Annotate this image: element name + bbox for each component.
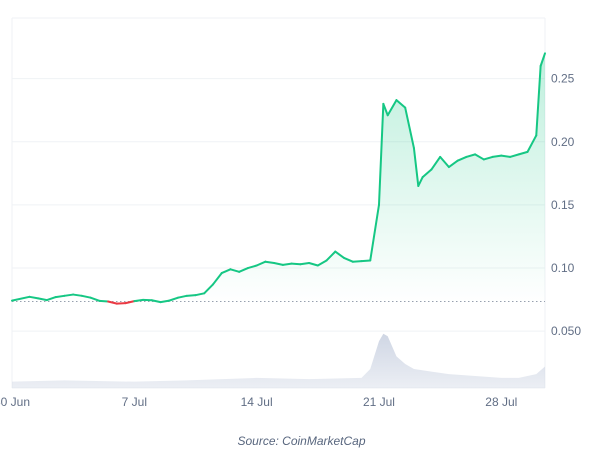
chart-svg: 0.25 0.20 0.15 0.10 0.050 30 Jun 7 Jul 14 Jul 21… [0,17,581,409]
y-tick-label: 0.050 [551,324,581,338]
price-line-segment [255,260,267,267]
price-line-segment [474,153,485,161]
price-line-segment [168,296,180,302]
price-line-segment [456,155,468,162]
price-line-segment [421,168,433,179]
price-line-segment [439,155,450,169]
price-line-segment [220,268,232,275]
price-line-segment [80,294,92,299]
price-line-segment [299,261,311,266]
price-line-segment [334,250,346,259]
price-line-segment [203,283,214,295]
source-label: Source: CoinMarketCap [237,434,366,448]
price-line-segment [412,147,420,187]
price-chart[interactable]: 0.25 0.20 0.15 0.10 0.050 30 Jun 7 Jul 14 Jul 21… [0,0,603,430]
price-line-segment [500,154,512,158]
price-line-segment [194,292,206,297]
x-tick-label: 7 Jul [122,395,147,409]
price-line-segment [316,259,328,267]
price-line-segment [150,299,162,304]
x-tick-label: 21 Jul [363,395,395,409]
price-area-fill [12,53,545,302]
price-line-segment [290,262,302,266]
price-line-segment [133,298,145,303]
price-line-segment [482,155,494,161]
price-line-segment [45,296,57,302]
price-line-segment [526,134,538,153]
price-line-segment [124,300,136,305]
price-line-segment [72,293,83,297]
price-line-segment [28,295,40,300]
price-line-segment [509,153,520,158]
price-line-segment [211,272,223,286]
price-line-segment [229,268,241,273]
price-line-segment [369,203,380,262]
price-line-segment [238,267,249,273]
price-line-segment [343,256,354,263]
x-tick-label: 28 Jul [485,395,517,409]
price-line-segment [281,262,293,266]
price-line-segment [159,299,171,304]
price-line-segment [11,295,31,302]
x-tick-label: 14 Jul [241,395,273,409]
price-line-segment [351,260,363,263]
price-line-segment [395,99,407,109]
price-line-segment [447,159,459,169]
price-line-segment [491,154,503,158]
y-tick-label: 0.20 [551,135,575,149]
price-line-segment [325,250,337,262]
y-tick-label: 0.25 [551,72,575,86]
price-line-segment [360,259,372,263]
price-line-segment [417,176,424,187]
price-line-segment [465,153,477,158]
price-line-segment [177,294,188,299]
y-tick-label: 0.15 [551,198,575,212]
y-tick-label: 0.10 [551,261,575,275]
price-line-segment [386,99,398,117]
price-line-segment [246,264,258,270]
price-line-segment [404,106,415,150]
price-line-segment [264,260,276,264]
price-line-segment [517,150,529,156]
x-tick-label: 30 Jun [0,395,30,409]
price-line-segment [37,297,48,302]
price-line-segment [115,302,127,305]
price-line-segment [535,64,542,137]
volume-area [12,333,545,388]
price-line-segment [430,155,442,171]
price-line-segment [89,296,101,302]
price-line-segment [185,294,197,297]
price-line-segment [308,261,319,267]
price-line-segment [54,294,66,299]
price-line-segment [98,299,110,303]
price-line-segment [539,52,546,67]
price-line-segment [63,293,75,297]
price-line-segment [382,102,389,117]
price-line-segment [273,261,284,266]
price-line-segment [377,102,385,206]
price-line-segment [107,300,118,305]
